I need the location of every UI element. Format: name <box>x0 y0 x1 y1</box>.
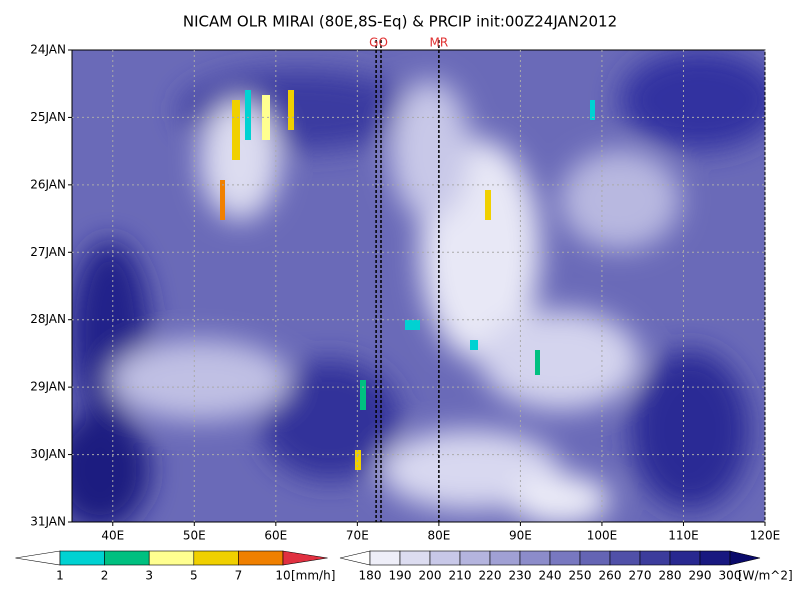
x-tick-label: 80E <box>427 529 450 543</box>
colorbar-box <box>148 550 195 566</box>
colorbar-label: 290 <box>689 569 712 583</box>
colorbar-box <box>399 550 431 566</box>
colorbar-label: 280 <box>659 569 682 583</box>
colorbar-box <box>579 550 611 566</box>
marker-label: GO <box>369 36 388 50</box>
colorbar-label: 250 <box>569 569 592 583</box>
colorbar-end <box>339 550 371 566</box>
marker-label: MR <box>430 36 449 50</box>
colorbar-box <box>238 550 284 566</box>
field <box>72 50 765 522</box>
colorbar-label: 300 <box>719 569 742 583</box>
colorbar-box <box>59 550 105 566</box>
colorbar-label: 230 <box>509 569 532 583</box>
colorbar-label: 260 <box>599 569 622 583</box>
colorbar-end <box>282 550 328 566</box>
colorbar-end <box>729 550 761 566</box>
x-tick-label: 50E <box>183 529 206 543</box>
colorbar-label: 200 <box>419 569 442 583</box>
colorbar-label: 1 <box>56 569 64 583</box>
colorbar-box <box>549 550 581 566</box>
y-tick-label: 31JAN <box>30 515 66 529</box>
colorbar-label: 10 <box>275 569 290 583</box>
colorbar-box <box>609 550 641 566</box>
colorbar-label: 7 <box>235 569 243 583</box>
x-tick-label: 110E <box>668 529 699 543</box>
precip-patches <box>220 90 595 470</box>
colorbar-label: 240 <box>539 569 562 583</box>
colorbar-box <box>489 550 521 566</box>
x-tick-label: 90E <box>509 529 532 543</box>
chart-title: NICAM OLR MIRAI (80E,8S-Eq) & PRCIP init… <box>183 13 617 31</box>
colorbar-box <box>459 550 491 566</box>
x-tick-label: 40E <box>101 529 124 543</box>
colorbar-label: 190 <box>389 569 412 583</box>
colorbar-label: 3 <box>145 569 153 583</box>
colorbar-label: 180 <box>359 569 382 583</box>
y-tick-label: 25JAN <box>30 110 66 124</box>
colorbar-unit: [W/m^2] <box>738 569 793 583</box>
colorbar-label: 5 <box>190 569 198 583</box>
y-tick-label: 26JAN <box>30 177 66 191</box>
colorbar-box <box>669 550 701 566</box>
y-tick-label: 27JAN <box>30 245 66 259</box>
colorbar-box <box>104 550 150 566</box>
y-tick-label: 24JAN <box>30 43 66 57</box>
x-tick-label: 100E <box>587 529 618 543</box>
colorbar-label: 210 <box>449 569 472 583</box>
x-tick-label: 70E <box>346 529 369 543</box>
y-tick-label: 30JAN <box>30 447 66 461</box>
x-tick-label: 60E <box>264 529 287 543</box>
colorbar-end <box>15 550 61 566</box>
colorbar-label: 270 <box>629 569 652 583</box>
colorbar-box <box>639 550 671 566</box>
colorbar-box <box>193 550 239 566</box>
colorbar-unit: [mm/h] <box>291 569 335 583</box>
colorbar-box <box>519 550 551 566</box>
y-tick-label: 29JAN <box>30 380 66 394</box>
x-tick-label: 120E <box>750 529 781 543</box>
colorbar-label: 220 <box>479 569 502 583</box>
colorbar-box <box>429 550 461 566</box>
y-tick-label: 28JAN <box>30 312 66 326</box>
colorbar-box <box>369 550 401 566</box>
colorbar-label: 2 <box>101 569 109 583</box>
colorbar-box <box>699 550 731 566</box>
